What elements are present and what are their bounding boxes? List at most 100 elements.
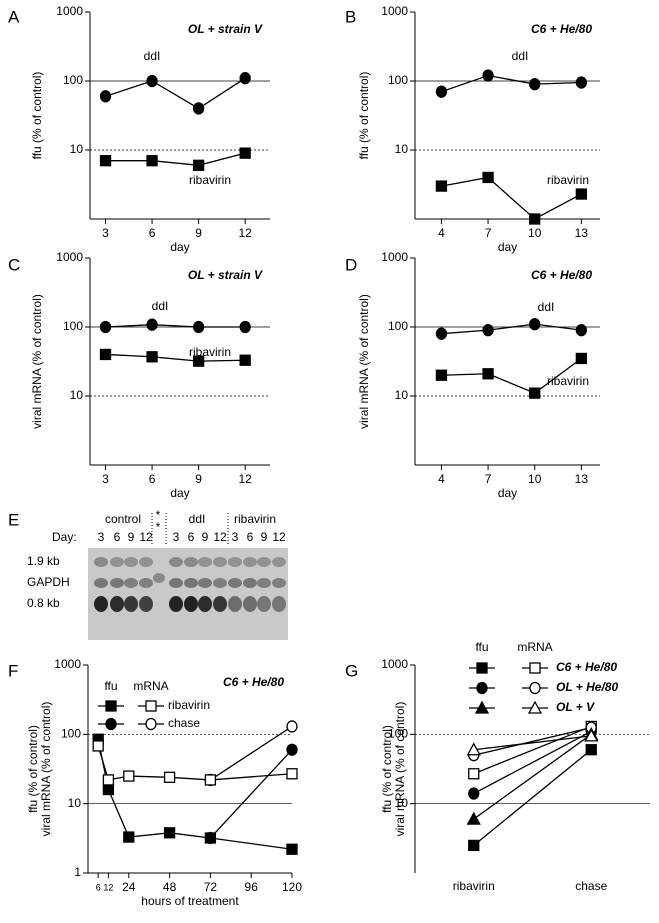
- marker: [466, 742, 481, 756]
- legend-marker: [529, 662, 541, 674]
- lane-day-label: 3: [173, 530, 180, 544]
- x-tick-label: 96: [245, 880, 259, 894]
- gel-band: [213, 557, 227, 567]
- gel-band: [139, 557, 153, 567]
- gel-band: [243, 557, 257, 567]
- x-axis-label: hours of treatment: [141, 894, 239, 908]
- legend-marker: [145, 717, 157, 731]
- lane-day-label: 12: [139, 530, 153, 544]
- y-tick-label: 10: [70, 142, 84, 156]
- x-tick-label: 12: [238, 226, 252, 240]
- series-line: [473, 735, 592, 751]
- panel-letter: C: [8, 255, 20, 274]
- y-tick-label: 1000: [56, 4, 83, 18]
- gel-band: [257, 578, 271, 588]
- series-line: [209, 749, 293, 839]
- marker: [239, 147, 251, 159]
- x-tick-label: 24: [122, 880, 136, 894]
- legend-marker: [474, 700, 490, 714]
- marker: [286, 743, 298, 756]
- gel-band: [272, 596, 286, 612]
- gel-band: [184, 578, 198, 588]
- gel-band: [243, 578, 257, 588]
- marker: [239, 71, 251, 85]
- series-line: [105, 77, 246, 110]
- series-label: ddI: [538, 300, 555, 314]
- marker: [575, 352, 587, 365]
- panel-letter: B: [345, 7, 356, 26]
- lane-group-label: *: [156, 508, 161, 522]
- gel-band: [153, 573, 165, 583]
- series-label: ddI: [512, 49, 529, 63]
- y-tick-label: 1000: [381, 4, 408, 18]
- series-line: [105, 152, 246, 166]
- gel-band: [110, 596, 124, 612]
- x-tick-label: 12: [103, 882, 113, 892]
- legend-marker: [527, 700, 543, 714]
- y-tick-label: 10: [395, 796, 409, 810]
- marker: [102, 774, 115, 786]
- marker: [529, 387, 541, 399]
- y-tick-label: 100: [388, 73, 408, 87]
- gel-band: [139, 596, 153, 612]
- series-line: [441, 176, 582, 220]
- x-tick-label: 120: [282, 880, 302, 894]
- gel-band: [110, 557, 124, 567]
- lane-group-label: *: [156, 520, 161, 534]
- x-tick-label: 72: [204, 880, 218, 894]
- gel-band: [257, 557, 271, 567]
- series-line: [105, 324, 246, 328]
- legend-marker: [145, 700, 157, 712]
- x-axis-label: day: [170, 240, 189, 254]
- legend-label: ribavirin: [168, 698, 210, 712]
- chart-title: C6 + He/80: [531, 268, 592, 282]
- gel-band: [228, 596, 242, 612]
- marker: [435, 327, 448, 340]
- legend-label: OL + He/80: [556, 680, 618, 694]
- panel-letter: D: [345, 255, 357, 274]
- lane-day-label: 12: [213, 530, 227, 544]
- x-tick-label: 4: [438, 472, 445, 486]
- series-line: [441, 357, 582, 394]
- marker: [204, 832, 217, 844]
- series-line: [105, 353, 246, 362]
- series-line: [473, 730, 592, 795]
- x-axis-label: day: [498, 240, 517, 254]
- gel-band: [94, 596, 108, 612]
- lane-group-label: control: [105, 512, 141, 526]
- x-tick-label: 3: [102, 226, 109, 240]
- y-tick-label: 1000: [381, 250, 408, 264]
- marker: [239, 354, 251, 366]
- marker: [99, 90, 112, 103]
- marker: [585, 744, 597, 756]
- lane-day-label: 3: [98, 530, 105, 544]
- legend-label: OL + V: [556, 700, 595, 714]
- marker: [529, 78, 541, 91]
- series-label: ribavirin: [189, 345, 231, 359]
- marker: [482, 368, 494, 380]
- lane-day-label: 3: [232, 530, 239, 544]
- x-tick-label: 13: [575, 472, 589, 486]
- x-tick-label: 10: [528, 472, 542, 486]
- gel-band: [272, 578, 286, 588]
- gel: [88, 548, 288, 640]
- series-line: [210, 725, 293, 781]
- gel-band: [228, 578, 242, 588]
- marker: [146, 351, 158, 363]
- legend-label: C6 + He/80: [556, 660, 617, 674]
- x-tick-label: chase: [575, 879, 607, 893]
- gel-band: [257, 596, 271, 612]
- x-tick-label: 3: [102, 472, 109, 486]
- marker: [192, 320, 205, 334]
- lane-day-label: 6: [114, 530, 121, 544]
- panel-letter: E: [8, 510, 19, 529]
- marker: [92, 740, 104, 752]
- marker: [482, 324, 494, 337]
- series-label: ribavirin: [189, 173, 231, 187]
- gel-band: [198, 596, 212, 612]
- marker: [123, 831, 135, 843]
- gel-band: [228, 557, 242, 567]
- x-axis-label: day: [170, 486, 189, 500]
- x-tick-label: 7: [485, 472, 492, 486]
